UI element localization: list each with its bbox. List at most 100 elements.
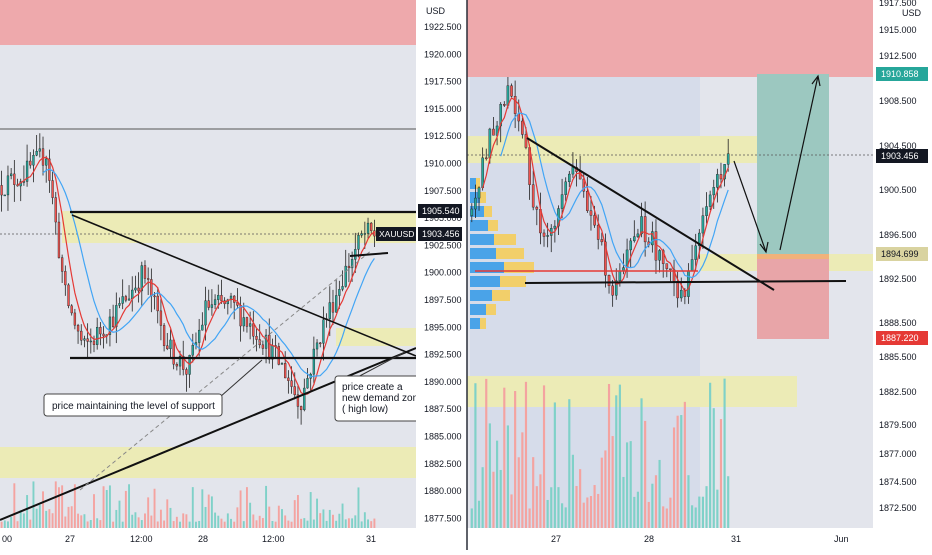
candle <box>636 233 640 237</box>
volume-bar <box>296 495 299 528</box>
x-tick-label: 12:00 <box>130 534 153 544</box>
volume-bar <box>709 382 712 528</box>
volume-profile-bar-blue <box>470 276 500 287</box>
volume-bar <box>701 496 704 528</box>
volume-bar <box>214 512 217 528</box>
volume-profile-bar-blue <box>470 220 488 231</box>
volume-bar <box>64 516 67 528</box>
volume-bar <box>477 500 481 528</box>
volume-bar <box>575 486 578 528</box>
volume-bar <box>546 499 549 528</box>
candle <box>553 225 557 229</box>
candle <box>593 215 596 226</box>
candle <box>492 128 495 136</box>
y-tick-label: 1897.500 <box>424 295 462 305</box>
demand-zone-low <box>467 376 797 407</box>
callout-support: price maintaining the level of support <box>43 393 223 417</box>
candle <box>150 279 153 297</box>
y-tick-label: 1910.000 <box>424 159 462 169</box>
candle <box>312 348 316 375</box>
volume-bar <box>274 521 277 528</box>
volume-profile-bar-yellow <box>484 206 492 217</box>
volume-profile-bar-blue <box>470 178 476 189</box>
volume-bar <box>179 521 181 528</box>
candle <box>99 327 102 335</box>
candle <box>658 250 661 261</box>
volume-profile-bar-yellow <box>500 276 526 287</box>
candle <box>338 289 341 296</box>
candle <box>363 233 367 235</box>
volume-bar <box>42 491 44 528</box>
projection-line <box>349 252 389 257</box>
svg-text:1894.699: 1894.699 <box>881 249 919 259</box>
right-axis-ticks: 1917.500 1915.000 1912.500 1908.500 1904.500… <box>879 0 917 513</box>
candle <box>614 280 618 296</box>
candle <box>143 265 147 279</box>
left-time-axis[interactable] <box>0 528 416 550</box>
callout-demand-text: price create a new demand zone( high low) <box>342 382 424 415</box>
candle <box>698 232 701 247</box>
volume-bar <box>159 509 162 528</box>
volume-bar <box>629 441 632 528</box>
volume-bar <box>363 512 366 528</box>
volume-bar <box>191 487 194 528</box>
candle <box>474 197 477 210</box>
candle <box>220 295 223 301</box>
left-plot[interactable]: price maintaining the level of support p… <box>0 0 424 528</box>
volume-bar <box>564 507 567 528</box>
candle <box>350 259 354 269</box>
demand-zone-top <box>467 136 803 163</box>
right-time-axis[interactable] <box>467 528 873 550</box>
volume-bar <box>22 513 25 528</box>
candle <box>676 280 679 299</box>
volume-bar <box>287 520 290 528</box>
candle <box>726 153 730 165</box>
candle <box>3 194 6 197</box>
right-price-axis[interactable] <box>873 0 932 528</box>
volume-bar <box>182 513 185 528</box>
volume-bar <box>521 432 524 528</box>
y-tick-label: 1915.000 <box>424 104 462 114</box>
volume-bar <box>727 476 730 528</box>
left-last-price-tag: 1903.456 <box>418 227 462 241</box>
candle <box>57 221 61 258</box>
volume-bar <box>716 489 719 528</box>
candle <box>92 340 96 345</box>
candle <box>239 305 242 327</box>
y-tick-label: 1917.500 <box>424 77 462 87</box>
candle <box>708 194 712 207</box>
candle <box>86 338 89 342</box>
y-tick-label: 1882.500 <box>879 387 917 397</box>
volume-bar <box>553 402 556 528</box>
volume-bar <box>16 521 19 528</box>
volume-bar <box>654 475 658 528</box>
volume-bar <box>332 514 334 528</box>
candle <box>134 287 137 291</box>
svg-text:1910.858: 1910.858 <box>881 69 919 79</box>
volume-bar <box>144 513 146 528</box>
candle <box>280 363 284 365</box>
volume-bar <box>121 521 124 528</box>
candle <box>347 265 351 269</box>
candle <box>102 333 105 337</box>
right-plot[interactable] <box>467 0 873 528</box>
volume-bar <box>207 494 210 528</box>
volume-bar <box>3 520 6 528</box>
left-price-tag-level: 1905.540 <box>418 204 462 218</box>
candle <box>723 164 726 180</box>
candle <box>665 263 669 269</box>
candle <box>611 285 614 296</box>
volume-bar <box>651 483 654 528</box>
volume-bar <box>607 383 611 528</box>
candle <box>370 222 373 231</box>
volume-bar <box>163 520 166 528</box>
left-price-axis[interactable] <box>416 0 467 528</box>
volume-bar <box>532 457 535 528</box>
volume-bar <box>45 510 48 528</box>
candle <box>701 215 705 234</box>
volume-bar <box>242 521 245 528</box>
x-tick-label: 12:00 <box>262 534 285 544</box>
volume-bar <box>335 520 338 528</box>
candle <box>542 232 546 237</box>
